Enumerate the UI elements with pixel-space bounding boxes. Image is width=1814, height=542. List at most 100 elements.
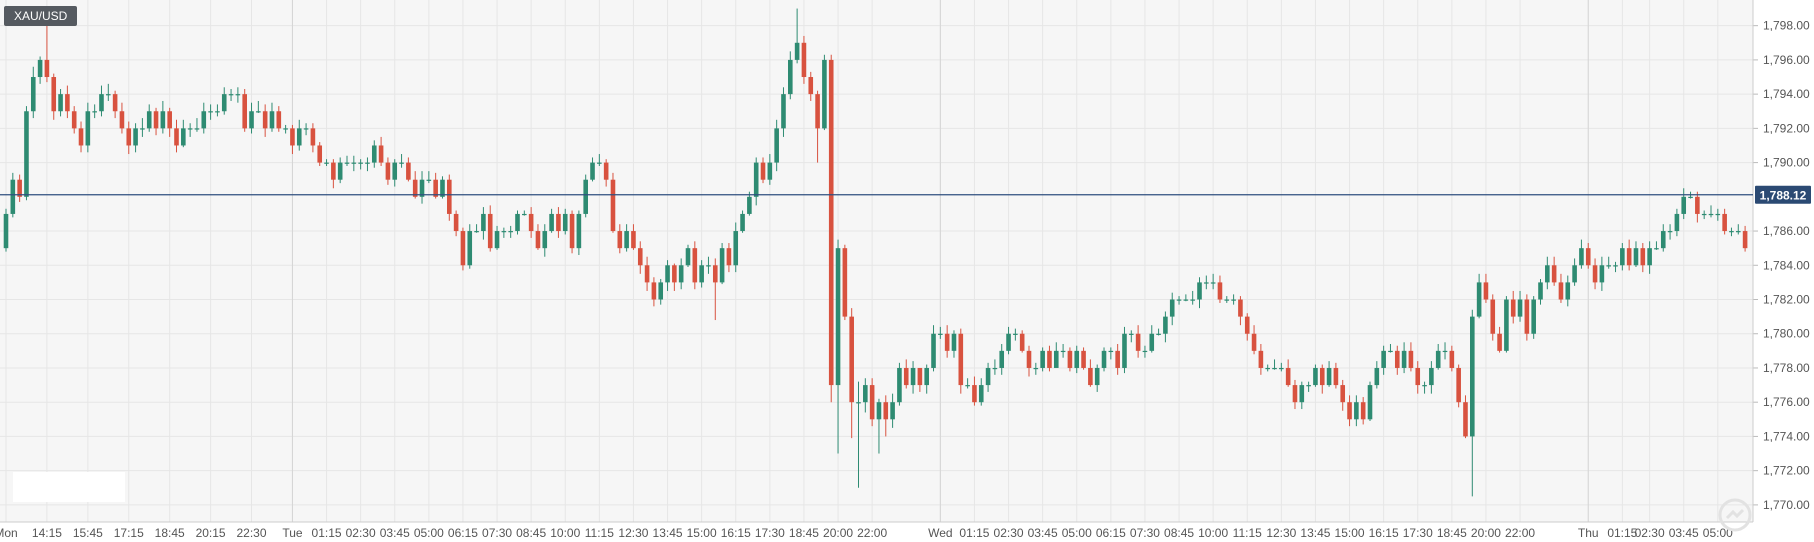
candle-body [1647, 248, 1652, 266]
y-tick-label: 1,796.00 [1763, 53, 1810, 67]
x-tick-label: 03:45 [1669, 526, 1699, 540]
candle-body [392, 162, 398, 180]
candle-body [317, 145, 323, 163]
candle-body [603, 162, 609, 180]
candle-body [1210, 282, 1216, 284]
candle-body [51, 77, 57, 112]
x-tick-label: 05:00 [414, 526, 444, 540]
candle-body [1388, 350, 1393, 353]
candle-body [910, 367, 916, 386]
candle-body [938, 333, 943, 335]
candle-body [1129, 333, 1134, 335]
candle-body [501, 231, 507, 233]
x-tick-label: 06:15 [448, 526, 478, 540]
candle-body [556, 213, 561, 232]
candle-body [1094, 367, 1100, 386]
y-tick-label: 1,776.00 [1763, 395, 1810, 409]
candle-body [508, 231, 513, 233]
blank-panel [13, 472, 125, 502]
candle-body [1660, 231, 1666, 249]
candle-body [856, 402, 861, 404]
candle-body [1053, 350, 1059, 368]
candle-body [876, 402, 882, 420]
candle-body [1326, 367, 1332, 386]
candle-body [44, 59, 50, 78]
candle-body [1592, 265, 1598, 283]
candle-body [1060, 350, 1066, 353]
candle-body [133, 128, 138, 146]
candle-body [412, 179, 418, 197]
candle-body [37, 59, 43, 78]
candle-body [1565, 282, 1571, 300]
candle-body [1551, 265, 1557, 283]
candle-body [1142, 350, 1148, 353]
candle-body [658, 282, 664, 300]
candle-body [1115, 350, 1120, 368]
candle-body [1367, 385, 1373, 420]
x-tick-label: 13:45 [653, 526, 683, 540]
candle-body [290, 128, 295, 146]
candle-body [167, 111, 172, 129]
symbol-badge[interactable]: XAU/USD [4, 6, 78, 26]
candle-body [1490, 299, 1496, 334]
candle-body [1204, 282, 1209, 284]
candle-body [1510, 299, 1516, 317]
candle-body [433, 179, 438, 197]
x-tick-label: 05:00 [1062, 526, 1092, 540]
candle-body [1231, 299, 1236, 301]
candle-body [24, 111, 29, 197]
candle-body [1163, 316, 1168, 334]
candle-body [665, 265, 670, 283]
candle-body [3, 213, 9, 249]
x-tick-label: 16:15 [1369, 526, 1399, 540]
x-tick-label: 15:45 [73, 526, 103, 540]
candle-body [637, 248, 643, 266]
x-tick-label: 01:15 [959, 526, 989, 540]
candle-body [378, 145, 384, 163]
candle-body [1429, 367, 1434, 386]
candle-body [406, 162, 411, 180]
y-tick-label: 1,792.00 [1763, 121, 1810, 135]
candle-body [296, 128, 302, 146]
candle-body [126, 128, 132, 146]
candle-body [1613, 265, 1618, 267]
candle-body [515, 213, 520, 232]
candle-body [1695, 196, 1700, 214]
candle-body [58, 94, 63, 112]
candle-body [1019, 333, 1025, 351]
candle-body [849, 316, 854, 403]
candle-body [481, 213, 486, 232]
candle-body [99, 94, 104, 112]
candle-body [1449, 350, 1455, 368]
candle-body [863, 385, 868, 403]
candle-body [835, 248, 841, 386]
candle-body [358, 162, 363, 164]
candle-body [767, 162, 773, 180]
candle-body [917, 367, 923, 386]
candle-body [808, 77, 814, 95]
candle-body [869, 385, 875, 420]
candle-body [985, 367, 991, 386]
candle-body [1394, 350, 1400, 368]
candle-body [569, 213, 575, 249]
candle-body [1681, 196, 1687, 214]
x-tick-label: 17:30 [755, 526, 785, 540]
candle-body [1347, 402, 1352, 420]
y-tick-label: 1,780.00 [1763, 327, 1810, 341]
watermark-logo-icon [1718, 498, 1752, 532]
candle-body [460, 231, 466, 266]
candle-body [576, 213, 582, 249]
candle-body [283, 128, 288, 130]
candle-body [822, 59, 827, 129]
candle-body [1497, 333, 1502, 351]
candle-body [1381, 350, 1386, 368]
candle-body [440, 179, 445, 197]
candle-body [447, 179, 452, 214]
candle-body [256, 111, 261, 113]
candle-body [419, 179, 425, 197]
candle-body [1735, 231, 1741, 233]
candle-body [1306, 385, 1311, 387]
candle-body [842, 248, 848, 317]
candle-body [276, 111, 282, 129]
